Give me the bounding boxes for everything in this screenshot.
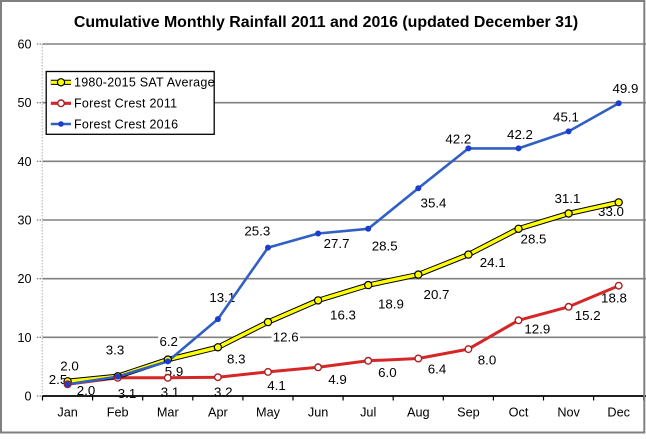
svg-text:Forest Crest 2016: Forest Crest 2016 (74, 117, 178, 131)
svg-text:20.7: 20.7 (424, 287, 450, 302)
svg-text:30: 30 (17, 214, 31, 228)
svg-text:49.9: 49.9 (612, 81, 638, 96)
svg-text:28.5: 28.5 (521, 232, 547, 247)
svg-text:3.3: 3.3 (106, 343, 125, 358)
svg-text:35.4: 35.4 (421, 196, 447, 211)
svg-text:Feb: Feb (107, 406, 129, 420)
svg-text:18.9: 18.9 (378, 297, 404, 312)
svg-text:4.9: 4.9 (328, 372, 347, 387)
svg-text:Forest Crest 2011: Forest Crest 2011 (74, 97, 177, 111)
svg-text:13.1: 13.1 (209, 290, 235, 305)
svg-text:40: 40 (17, 155, 31, 169)
svg-text:Dec: Dec (607, 406, 630, 420)
svg-text:2.5: 2.5 (49, 372, 68, 387)
svg-text:16.3: 16.3 (330, 308, 356, 323)
svg-text:27.7: 27.7 (324, 236, 350, 251)
svg-text:1980-2015 SAT Average: 1980-2015 SAT Average (74, 76, 215, 90)
svg-text:Oct: Oct (509, 406, 529, 420)
svg-text:24.1: 24.1 (480, 255, 506, 270)
svg-text:20: 20 (17, 272, 31, 286)
svg-text:Jan: Jan (57, 406, 77, 420)
svg-text:Mar: Mar (157, 406, 180, 420)
svg-text:12.6: 12.6 (273, 329, 299, 344)
svg-text:10: 10 (17, 331, 31, 345)
svg-text:0: 0 (24, 390, 31, 404)
svg-text:28.5: 28.5 (372, 239, 398, 254)
svg-text:18.8: 18.8 (601, 291, 627, 306)
svg-text:2.0: 2.0 (60, 358, 79, 373)
svg-text:Jun: Jun (308, 406, 328, 420)
svg-text:31.1: 31.1 (554, 191, 580, 206)
svg-text:May: May (256, 406, 281, 420)
svg-text:6.4: 6.4 (428, 362, 447, 377)
svg-text:50: 50 (17, 96, 31, 110)
svg-text:15.2: 15.2 (575, 308, 601, 323)
svg-text:60: 60 (17, 38, 31, 52)
svg-text:42.2: 42.2 (445, 132, 471, 147)
svg-text:3.1: 3.1 (161, 385, 180, 400)
svg-text:Jul: Jul (360, 406, 376, 420)
svg-text:Aug: Aug (407, 406, 430, 420)
svg-text:Nov: Nov (557, 406, 580, 420)
svg-text:Sep: Sep (457, 406, 480, 420)
svg-text:45.1: 45.1 (553, 109, 579, 124)
svg-text:8.0: 8.0 (478, 353, 497, 368)
svg-text:3.1: 3.1 (118, 386, 137, 401)
svg-text:6.2: 6.2 (159, 334, 178, 349)
svg-text:12.9: 12.9 (524, 321, 550, 336)
svg-text:4.1: 4.1 (267, 378, 286, 393)
svg-text:3.2: 3.2 (214, 385, 233, 400)
svg-text:Cumulative Monthly Rainfall 20: Cumulative Monthly Rainfall 2011 and 201… (74, 14, 578, 31)
svg-text:42.2: 42.2 (507, 127, 533, 142)
svg-text:25.3: 25.3 (244, 223, 270, 238)
svg-text:Apr: Apr (208, 406, 229, 420)
svg-text:6.0: 6.0 (378, 365, 397, 380)
svg-text:8.3: 8.3 (227, 351, 246, 366)
